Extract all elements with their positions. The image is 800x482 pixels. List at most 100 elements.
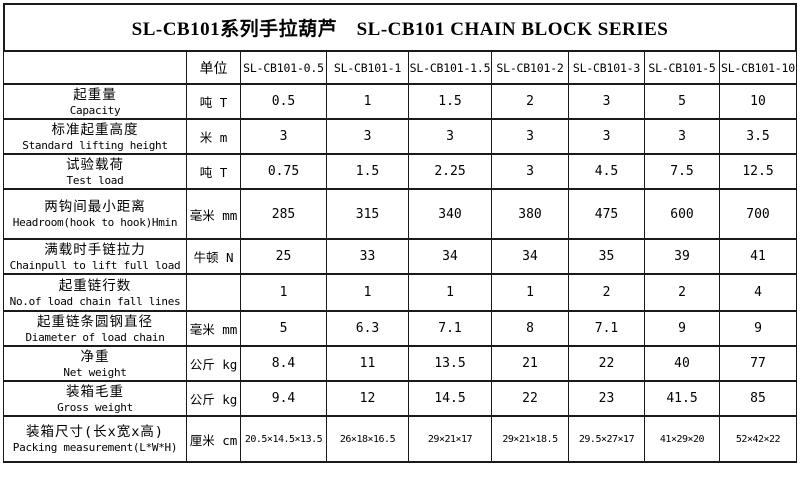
- value-cell: 12.5: [719, 153, 797, 190]
- table-row-headroom: 两钩间最小距离 Headroom(hook to hook)Hmin 毫米 mm…: [3, 188, 797, 240]
- unit-cell: 公斤 kg: [186, 380, 241, 417]
- value-cell: 3: [408, 118, 492, 155]
- value-cell: 3: [644, 118, 720, 155]
- value-cell: 26×18×16.5: [326, 415, 409, 463]
- row-label-en: Standard lifting height: [22, 138, 168, 152]
- row-label-en: Test load: [66, 173, 124, 187]
- value-cell: 3: [326, 118, 409, 155]
- header-model-cell: SL-CB101-10: [719, 50, 797, 85]
- row-label-cn: 试验载荷: [66, 156, 124, 173]
- row-label-cn: 起重链条圆钢直径: [37, 313, 153, 330]
- table-row-gross-weight: 装箱毛重 Gross weight 公斤 kg 9.4 12 14.5 22 2…: [3, 380, 797, 417]
- table-row-chain-diameter: 起重链条圆钢直径 Diameter of load chain 毫米 mm 5 …: [3, 310, 797, 347]
- value-cell: 285: [240, 188, 327, 240]
- value-cell: 41×29×20: [644, 415, 720, 463]
- header-model-cell: SL-CB101-1: [326, 50, 409, 85]
- row-label-cn: 满载时手链拉力: [44, 241, 146, 258]
- row-label: 起重链条圆钢直径 Diameter of load chain: [3, 310, 187, 347]
- value-cell: 340: [408, 188, 492, 240]
- spec-table: 单位 SL-CB101-0.5 SL-CB101-1 SL-CB101-1.5 …: [3, 50, 797, 463]
- page-title: SL-CB101系列手拉葫芦 SL-CB101 CHAIN BLOCK SERI…: [3, 3, 797, 52]
- value-cell: 8.4: [240, 345, 327, 382]
- row-label-en: Packing measurement(L*W*H): [12, 441, 178, 454]
- row-label: 装箱尺寸(长x宽x高) Packing measurement(L*W*H): [3, 415, 187, 463]
- row-label-en: Headroom(hook to hook)Hmin: [12, 216, 178, 229]
- row-label: 满载时手链拉力 Chainpull to lift full load: [3, 238, 187, 275]
- value-cell: 9: [644, 310, 720, 347]
- row-label-cn: 净重: [80, 348, 110, 365]
- header-model-cell: SL-CB101-2: [491, 50, 569, 85]
- value-cell: 3: [568, 118, 645, 155]
- value-cell: 7.1: [568, 310, 645, 347]
- value-cell: 12: [326, 380, 409, 417]
- value-cell: 3: [491, 153, 569, 190]
- value-cell: 34: [491, 238, 569, 275]
- value-cell: 6.3: [326, 310, 409, 347]
- value-cell: 3.5: [719, 118, 797, 155]
- row-label: 起重链行数 No.of load chain fall lines: [3, 273, 187, 312]
- value-cell: 380: [491, 188, 569, 240]
- value-cell: 9: [719, 310, 797, 347]
- value-cell: 600: [644, 188, 720, 240]
- row-label-en: Capacity: [69, 103, 121, 117]
- value-cell: 3: [240, 118, 327, 155]
- value-cell: 1: [326, 83, 409, 120]
- value-cell: 315: [326, 188, 409, 240]
- header-model-cell: SL-CB101-3: [568, 50, 645, 85]
- value-cell: 5: [240, 310, 327, 347]
- value-cell: 40: [644, 345, 720, 382]
- value-cell: 2: [491, 83, 569, 120]
- value-cell: 1: [326, 273, 409, 312]
- header-row: 单位 SL-CB101-0.5 SL-CB101-1 SL-CB101-1.5 …: [3, 50, 797, 85]
- value-cell: 22: [491, 380, 569, 417]
- value-cell: 2.25: [408, 153, 492, 190]
- value-cell: 7.5: [644, 153, 720, 190]
- value-cell: 0.75: [240, 153, 327, 190]
- value-cell: 1.5: [326, 153, 409, 190]
- value-cell: 34: [408, 238, 492, 275]
- table-row-lifting-height: 标准起重高度 Standard lifting height 米 m 3 3 3…: [3, 118, 797, 155]
- row-label: 标准起重高度 Standard lifting height: [3, 118, 187, 155]
- value-cell: 13.5: [408, 345, 492, 382]
- value-cell: 8: [491, 310, 569, 347]
- value-cell: 52×42×22: [719, 415, 797, 463]
- value-cell: 7.1: [408, 310, 492, 347]
- value-cell: 1: [240, 273, 327, 312]
- row-label-cn: 起重链行数: [58, 277, 132, 294]
- table-row-capacity: 起重量 Capacity 吨 T 0.5 1 1.5 2 3 5 10: [3, 83, 797, 120]
- value-cell: 77: [719, 345, 797, 382]
- row-label-en: Diameter of load chain: [25, 330, 165, 344]
- row-label-cn: 装箱毛重: [66, 383, 124, 400]
- value-cell: 21: [491, 345, 569, 382]
- unit-cell: 公斤 kg: [186, 345, 241, 382]
- value-cell: 3: [568, 83, 645, 120]
- unit-cell: 吨 T: [186, 153, 241, 190]
- row-label-cn: 两钩间最小距离: [44, 199, 146, 215]
- value-cell: 41.5: [644, 380, 720, 417]
- unit-cell: 牛顿 N: [186, 238, 241, 275]
- value-cell: 1: [491, 273, 569, 312]
- table-row-net-weight: 净重 Net weight 公斤 kg 8.4 11 13.5 21 22 40…: [3, 345, 797, 382]
- row-label: 起重量 Capacity: [3, 83, 187, 120]
- header-model-cell: SL-CB101-1.5: [408, 50, 492, 85]
- value-cell: 9.4: [240, 380, 327, 417]
- value-cell: 35: [568, 238, 645, 275]
- row-label: 净重 Net weight: [3, 345, 187, 382]
- value-cell: 85: [719, 380, 797, 417]
- value-cell: 14.5: [408, 380, 492, 417]
- value-cell: 5: [644, 83, 720, 120]
- row-label-cn: 标准起重高度: [51, 121, 139, 138]
- unit-cell: 厘米 cm: [186, 415, 241, 463]
- value-cell: 0.5: [240, 83, 327, 120]
- value-cell: 25: [240, 238, 327, 275]
- value-cell: 11: [326, 345, 409, 382]
- value-cell: 4.5: [568, 153, 645, 190]
- value-cell: 29×21×17: [408, 415, 492, 463]
- value-cell: 33: [326, 238, 409, 275]
- unit-cell: [186, 273, 241, 312]
- header-unit-cell: 单位: [186, 50, 241, 85]
- row-label-en: Chainpull to lift full load: [9, 258, 181, 272]
- value-cell: 2: [568, 273, 645, 312]
- value-cell: 10: [719, 83, 797, 120]
